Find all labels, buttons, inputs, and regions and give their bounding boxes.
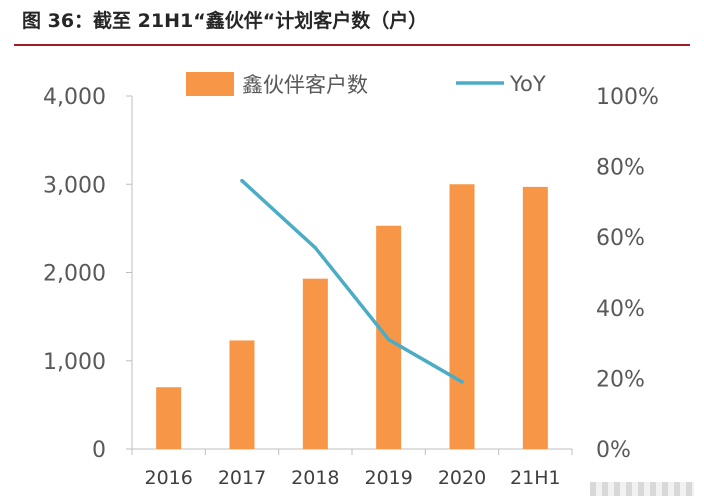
title-divider (14, 44, 690, 46)
y-right-tick-label: 60% (596, 226, 645, 251)
legend-line-label: YoY (509, 72, 546, 96)
y-left-tick-label: 3,000 (43, 173, 106, 198)
legend-bar-swatch (186, 72, 234, 96)
yoy-point-2018 (313, 245, 318, 250)
bar-2020 (449, 184, 475, 449)
y-left-tick-label: 2,000 (43, 262, 106, 287)
yoy-point-2017 (240, 178, 244, 183)
y-left-tick-label: 0 (92, 438, 106, 463)
x-tick-label: 2017 (218, 467, 266, 489)
y-right-tick-label: 100% (596, 85, 659, 110)
x-tick-label: 2018 (291, 467, 339, 489)
y-right-tick-label: 0% (596, 438, 631, 463)
y-left-tick-label: 4,000 (43, 85, 106, 110)
bar-21h1 (522, 186, 548, 449)
y-right-tick-label: 40% (596, 297, 645, 322)
x-tick-label: 2019 (364, 467, 412, 489)
y-right-tick-label: 80% (596, 156, 645, 181)
bar-2018 (302, 278, 328, 449)
x-tick-label: 21H1 (510, 467, 561, 489)
x-tick-label: 2020 (438, 467, 486, 489)
yoy-point-2019 (386, 337, 391, 342)
bar-2017 (229, 340, 255, 449)
yoy-point-2020 (460, 380, 464, 384)
page-title: 图 36：截至 21H1“鑫伙伴“计划客户数（户） (22, 10, 428, 32)
bar-2016 (156, 387, 182, 449)
y-left-tick-label: 1,000 (43, 350, 106, 375)
legend-bar-label: 鑫伙伴客户数 (242, 73, 368, 97)
x-tick-label: 2016 (144, 467, 192, 489)
yoy-line (240, 179, 463, 384)
y-right-tick-label: 20% (596, 367, 645, 392)
watermark (590, 482, 694, 496)
